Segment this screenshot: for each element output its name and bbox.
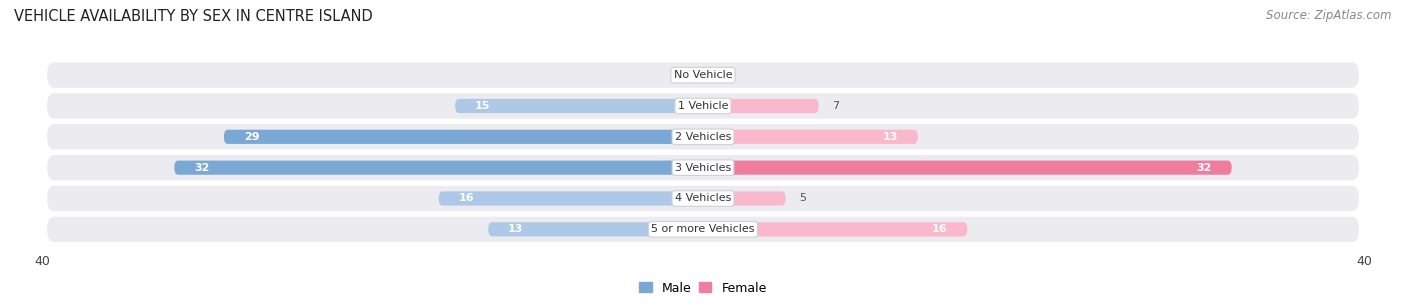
FancyBboxPatch shape — [456, 99, 703, 113]
Text: No Vehicle: No Vehicle — [673, 70, 733, 80]
FancyBboxPatch shape — [703, 191, 786, 206]
Text: 0: 0 — [728, 70, 735, 80]
FancyBboxPatch shape — [703, 130, 918, 144]
Text: 16: 16 — [932, 224, 948, 234]
FancyBboxPatch shape — [48, 155, 1358, 180]
Text: 16: 16 — [458, 193, 474, 203]
FancyBboxPatch shape — [439, 191, 703, 206]
Text: 2 Vehicles: 2 Vehicles — [675, 132, 731, 142]
Text: 4 Vehicles: 4 Vehicles — [675, 193, 731, 203]
Text: 13: 13 — [508, 224, 523, 234]
Text: 29: 29 — [243, 132, 259, 142]
Text: 13: 13 — [883, 132, 898, 142]
FancyBboxPatch shape — [683, 68, 703, 82]
Text: 1 Vehicle: 1 Vehicle — [678, 101, 728, 111]
FancyBboxPatch shape — [224, 130, 703, 144]
Text: 32: 32 — [194, 163, 209, 173]
FancyBboxPatch shape — [488, 222, 703, 237]
Text: 7: 7 — [832, 101, 839, 111]
Text: 5 or more Vehicles: 5 or more Vehicles — [651, 224, 755, 234]
FancyBboxPatch shape — [48, 124, 1358, 149]
FancyBboxPatch shape — [48, 217, 1358, 242]
FancyBboxPatch shape — [48, 62, 1358, 88]
FancyBboxPatch shape — [48, 93, 1358, 119]
FancyBboxPatch shape — [703, 68, 723, 82]
FancyBboxPatch shape — [703, 161, 1232, 175]
Text: VEHICLE AVAILABILITY BY SEX IN CENTRE ISLAND: VEHICLE AVAILABILITY BY SEX IN CENTRE IS… — [14, 9, 373, 24]
FancyBboxPatch shape — [703, 222, 967, 237]
Legend: Male, Female: Male, Female — [634, 277, 772, 300]
Text: 32: 32 — [1197, 163, 1212, 173]
Text: 15: 15 — [475, 101, 491, 111]
Text: Source: ZipAtlas.com: Source: ZipAtlas.com — [1267, 9, 1392, 22]
Text: 3 Vehicles: 3 Vehicles — [675, 163, 731, 173]
FancyBboxPatch shape — [703, 99, 818, 113]
Text: 5: 5 — [799, 193, 806, 203]
FancyBboxPatch shape — [174, 161, 703, 175]
Text: 0: 0 — [671, 70, 678, 80]
FancyBboxPatch shape — [48, 186, 1358, 211]
